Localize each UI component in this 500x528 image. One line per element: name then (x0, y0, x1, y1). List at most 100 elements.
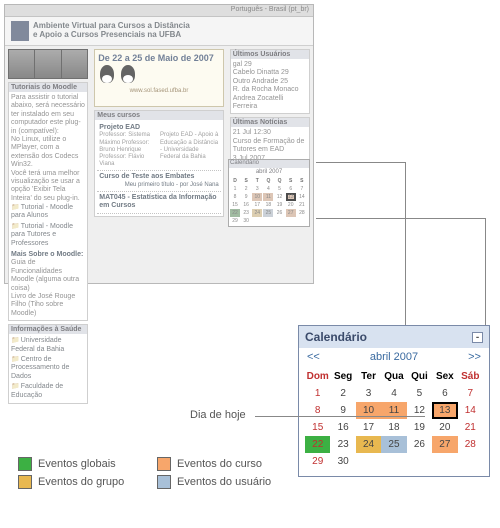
mini-day-cell[interactable] (275, 217, 285, 225)
mini-day-cell[interactable]: 6 (286, 185, 296, 193)
mini-day-cell[interactable]: 17 (252, 201, 262, 209)
mini-day-cell[interactable]: 30 (241, 217, 251, 225)
day-cell[interactable]: 6 (432, 385, 457, 402)
mini-day-cell[interactable]: 8 (230, 193, 240, 201)
user-item[interactable]: gal 29 (233, 61, 307, 69)
day-cell[interactable]: 23 (330, 436, 355, 453)
mini-day-cell[interactable]: 16 (241, 201, 251, 209)
zoom-connector (316, 218, 486, 219)
day-cell[interactable]: 4 (381, 385, 406, 402)
swatch-user-icon (157, 475, 171, 489)
banner-link[interactable]: www.sol.fased.ufba.br (98, 88, 220, 94)
info-link[interactable]: Centro de Processamento de Dados (11, 355, 85, 382)
day-cell (381, 453, 406, 470)
course-item[interactable]: MAT045 - Estatística da Informação em Cu… (97, 192, 221, 214)
tutorial-link[interactable]: Tutorial - Moodle para Alunos (11, 203, 85, 222)
mini-day-cell[interactable]: 12 (275, 193, 285, 201)
mini-day-cell[interactable]: 22 (230, 209, 240, 217)
mini-day-cell[interactable]: 26 (275, 209, 285, 217)
day-cell[interactable]: 1 (305, 385, 330, 402)
day-cell[interactable]: 27 (432, 436, 457, 453)
day-cell[interactable]: 26 (407, 436, 432, 453)
mini-day-cell[interactable]: 10 (252, 193, 262, 201)
day-cell[interactable]: 28 (458, 436, 483, 453)
mini-day-cell[interactable]: 4 (263, 185, 273, 193)
day-cell (432, 453, 457, 470)
mini-day-cell[interactable] (263, 217, 273, 225)
mini-day-cell[interactable] (252, 217, 262, 225)
mini-day-cell[interactable]: 11 (263, 193, 273, 201)
day-header: Sex (432, 368, 457, 385)
prev-month[interactable]: << (307, 351, 320, 363)
penguin-icon (121, 65, 135, 83)
day-cell[interactable]: 25 (381, 436, 406, 453)
mini-day-cell[interactable]: 1 (230, 185, 240, 193)
day-cell[interactable]: 24 (356, 436, 381, 453)
course-item[interactable]: Curso de Teste aos Embates Meu primeiro … (97, 171, 221, 192)
day-cell[interactable]: 7 (458, 385, 483, 402)
swatch-group-icon (18, 475, 32, 489)
next-month[interactable]: >> (468, 351, 481, 363)
mini-day-cell[interactable]: 25 (263, 209, 273, 217)
mini-day-cell[interactable]: 28 (297, 209, 307, 217)
day-cell[interactable]: 30 (330, 453, 355, 470)
mini-day-cell[interactable]: 29 (230, 217, 240, 225)
mini-day-head: S (241, 177, 251, 185)
mini-day-cell[interactable]: 19 (275, 201, 285, 209)
mini-day-cell[interactable]: 3 (252, 185, 262, 193)
minimize-icon[interactable]: - (472, 332, 483, 343)
day-cell[interactable]: 29 (305, 453, 330, 470)
mini-day-cell[interactable] (286, 217, 296, 225)
mini-day-cell[interactable]: 18 (263, 201, 273, 209)
course-item[interactable]: Projeto EAD Professor: Sistema Máximo Pr… (97, 122, 221, 171)
day-cell[interactable]: 5 (407, 385, 432, 402)
news-item[interactable]: Curso de Formação de Tutores em EAD (233, 138, 307, 155)
user-item[interactable]: Cabelo Dinatta 29 (233, 69, 307, 77)
day-cell[interactable]: 21 (458, 419, 483, 436)
mini-day-cell[interactable]: 5 (275, 185, 285, 193)
left-column: Tutoriais do Moodle Para assistir o tuto… (5, 46, 91, 280)
site-header: Ambiente Virtual para Cursos a Distância… (5, 17, 313, 46)
day-cell[interactable]: 20 (432, 419, 457, 436)
mini-day-cell[interactable]: 14 (297, 193, 307, 201)
more-link[interactable]: Guia de Funcionalidades Moodle (alguma o… (11, 259, 85, 293)
day-cell[interactable]: 14 (458, 402, 483, 419)
mini-day-cell[interactable]: 27 (286, 209, 296, 217)
user-item[interactable]: Andrea Zocatelli Ferreira (233, 95, 307, 112)
mini-day-cell[interactable]: 20 (286, 201, 296, 209)
info-link[interactable]: Faculdade de Educação (11, 382, 85, 401)
calendar-nav: << abril 2007 >> (299, 348, 489, 366)
legend-group: Eventos do grupo (18, 475, 149, 489)
day-header: Dom (305, 368, 330, 385)
day-cell[interactable]: 15 (305, 419, 330, 436)
mini-day-cell[interactable] (297, 217, 307, 225)
zoom-connector (405, 162, 406, 326)
user-item[interactable]: Outro Andrade 25 (233, 78, 307, 86)
mini-day-cell[interactable]: 13 (286, 193, 296, 201)
day-cell[interactable]: 2 (330, 385, 355, 402)
mini-day-cell[interactable]: 24 (252, 209, 262, 217)
day-cell[interactable]: 18 (381, 419, 406, 436)
mini-day-cell[interactable]: 21 (297, 201, 307, 209)
day-header: Qua (381, 368, 406, 385)
mini-day-cell[interactable]: 23 (241, 209, 251, 217)
mini-day-cell[interactable]: 7 (297, 185, 307, 193)
mini-day-cell[interactable]: 15 (230, 201, 240, 209)
more-link[interactable]: Livro de José Rouge Filho (Tiho sobre Mo… (11, 293, 85, 318)
day-cell[interactable]: 17 (356, 419, 381, 436)
ufba-logo (11, 21, 29, 41)
day-cell-today[interactable]: 13 (432, 402, 457, 419)
day-cell[interactable]: 16 (330, 419, 355, 436)
mini-day-cell[interactable]: 2 (241, 185, 251, 193)
info-heading: Informações à Saúde (9, 325, 87, 334)
tutorial-link[interactable]: Tutorial - Moodle para Tutores e Profess… (11, 222, 85, 249)
mini-day-cell[interactable]: 9 (241, 193, 251, 201)
user-item[interactable]: R. da Rocha Monaco (233, 86, 307, 94)
legend-global: Eventos globais (18, 457, 149, 471)
mini-day-head: S (286, 177, 296, 185)
calendar-legend: Eventos globais Eventos do curso Eventos… (18, 457, 288, 489)
day-cell[interactable]: 22 (305, 436, 330, 453)
day-cell[interactable]: 19 (407, 419, 432, 436)
info-link[interactable]: Universidade Federal da Bahia (11, 336, 85, 355)
day-cell[interactable]: 3 (356, 385, 381, 402)
